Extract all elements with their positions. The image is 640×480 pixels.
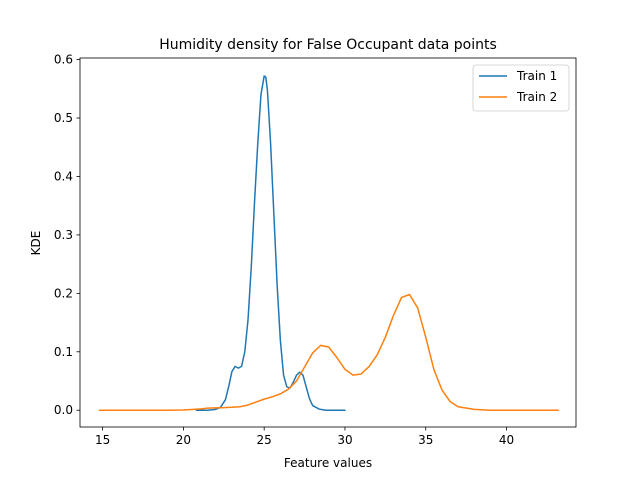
x-axis: 15 20 25 30 35 40 <box>95 427 514 447</box>
y-tick-label: 0.5 <box>54 111 73 125</box>
x-tick-label: 40 <box>499 433 514 447</box>
plot-area <box>80 58 576 427</box>
series-line-1 <box>195 75 346 411</box>
x-tick-label: 25 <box>257 433 272 447</box>
y-tick-label: 0.1 <box>54 345 73 359</box>
y-tick-label: 0.2 <box>54 286 73 300</box>
series-layer <box>98 75 559 411</box>
y-axis-label: KDE <box>29 231 43 256</box>
x-tick-label: 20 <box>176 433 191 447</box>
plot-frame <box>79 57 577 428</box>
chart-title: Humidity density for False Occupant data… <box>159 37 497 53</box>
legend: Train 1 Train 2 <box>472 64 570 112</box>
x-axis-label: Feature values <box>284 456 372 470</box>
x-tick-label: 35 <box>418 433 433 447</box>
y-tick-label: 0.3 <box>54 228 73 242</box>
x-tick-label: 30 <box>337 433 352 447</box>
y-tick-label: 0.4 <box>54 169 73 183</box>
y-axis: 0.0 0.1 0.2 0.3 0.4 0.5 0.6 <box>54 53 80 417</box>
series-line-2 <box>98 293 559 411</box>
x-tick-label: 15 <box>95 433 110 447</box>
y-tick-label: 0.0 <box>54 403 73 417</box>
y-tick-label: 0.6 <box>54 53 73 67</box>
legend-label-1: Train 1 <box>516 69 557 83</box>
legend-label-2: Train 2 <box>516 90 557 104</box>
